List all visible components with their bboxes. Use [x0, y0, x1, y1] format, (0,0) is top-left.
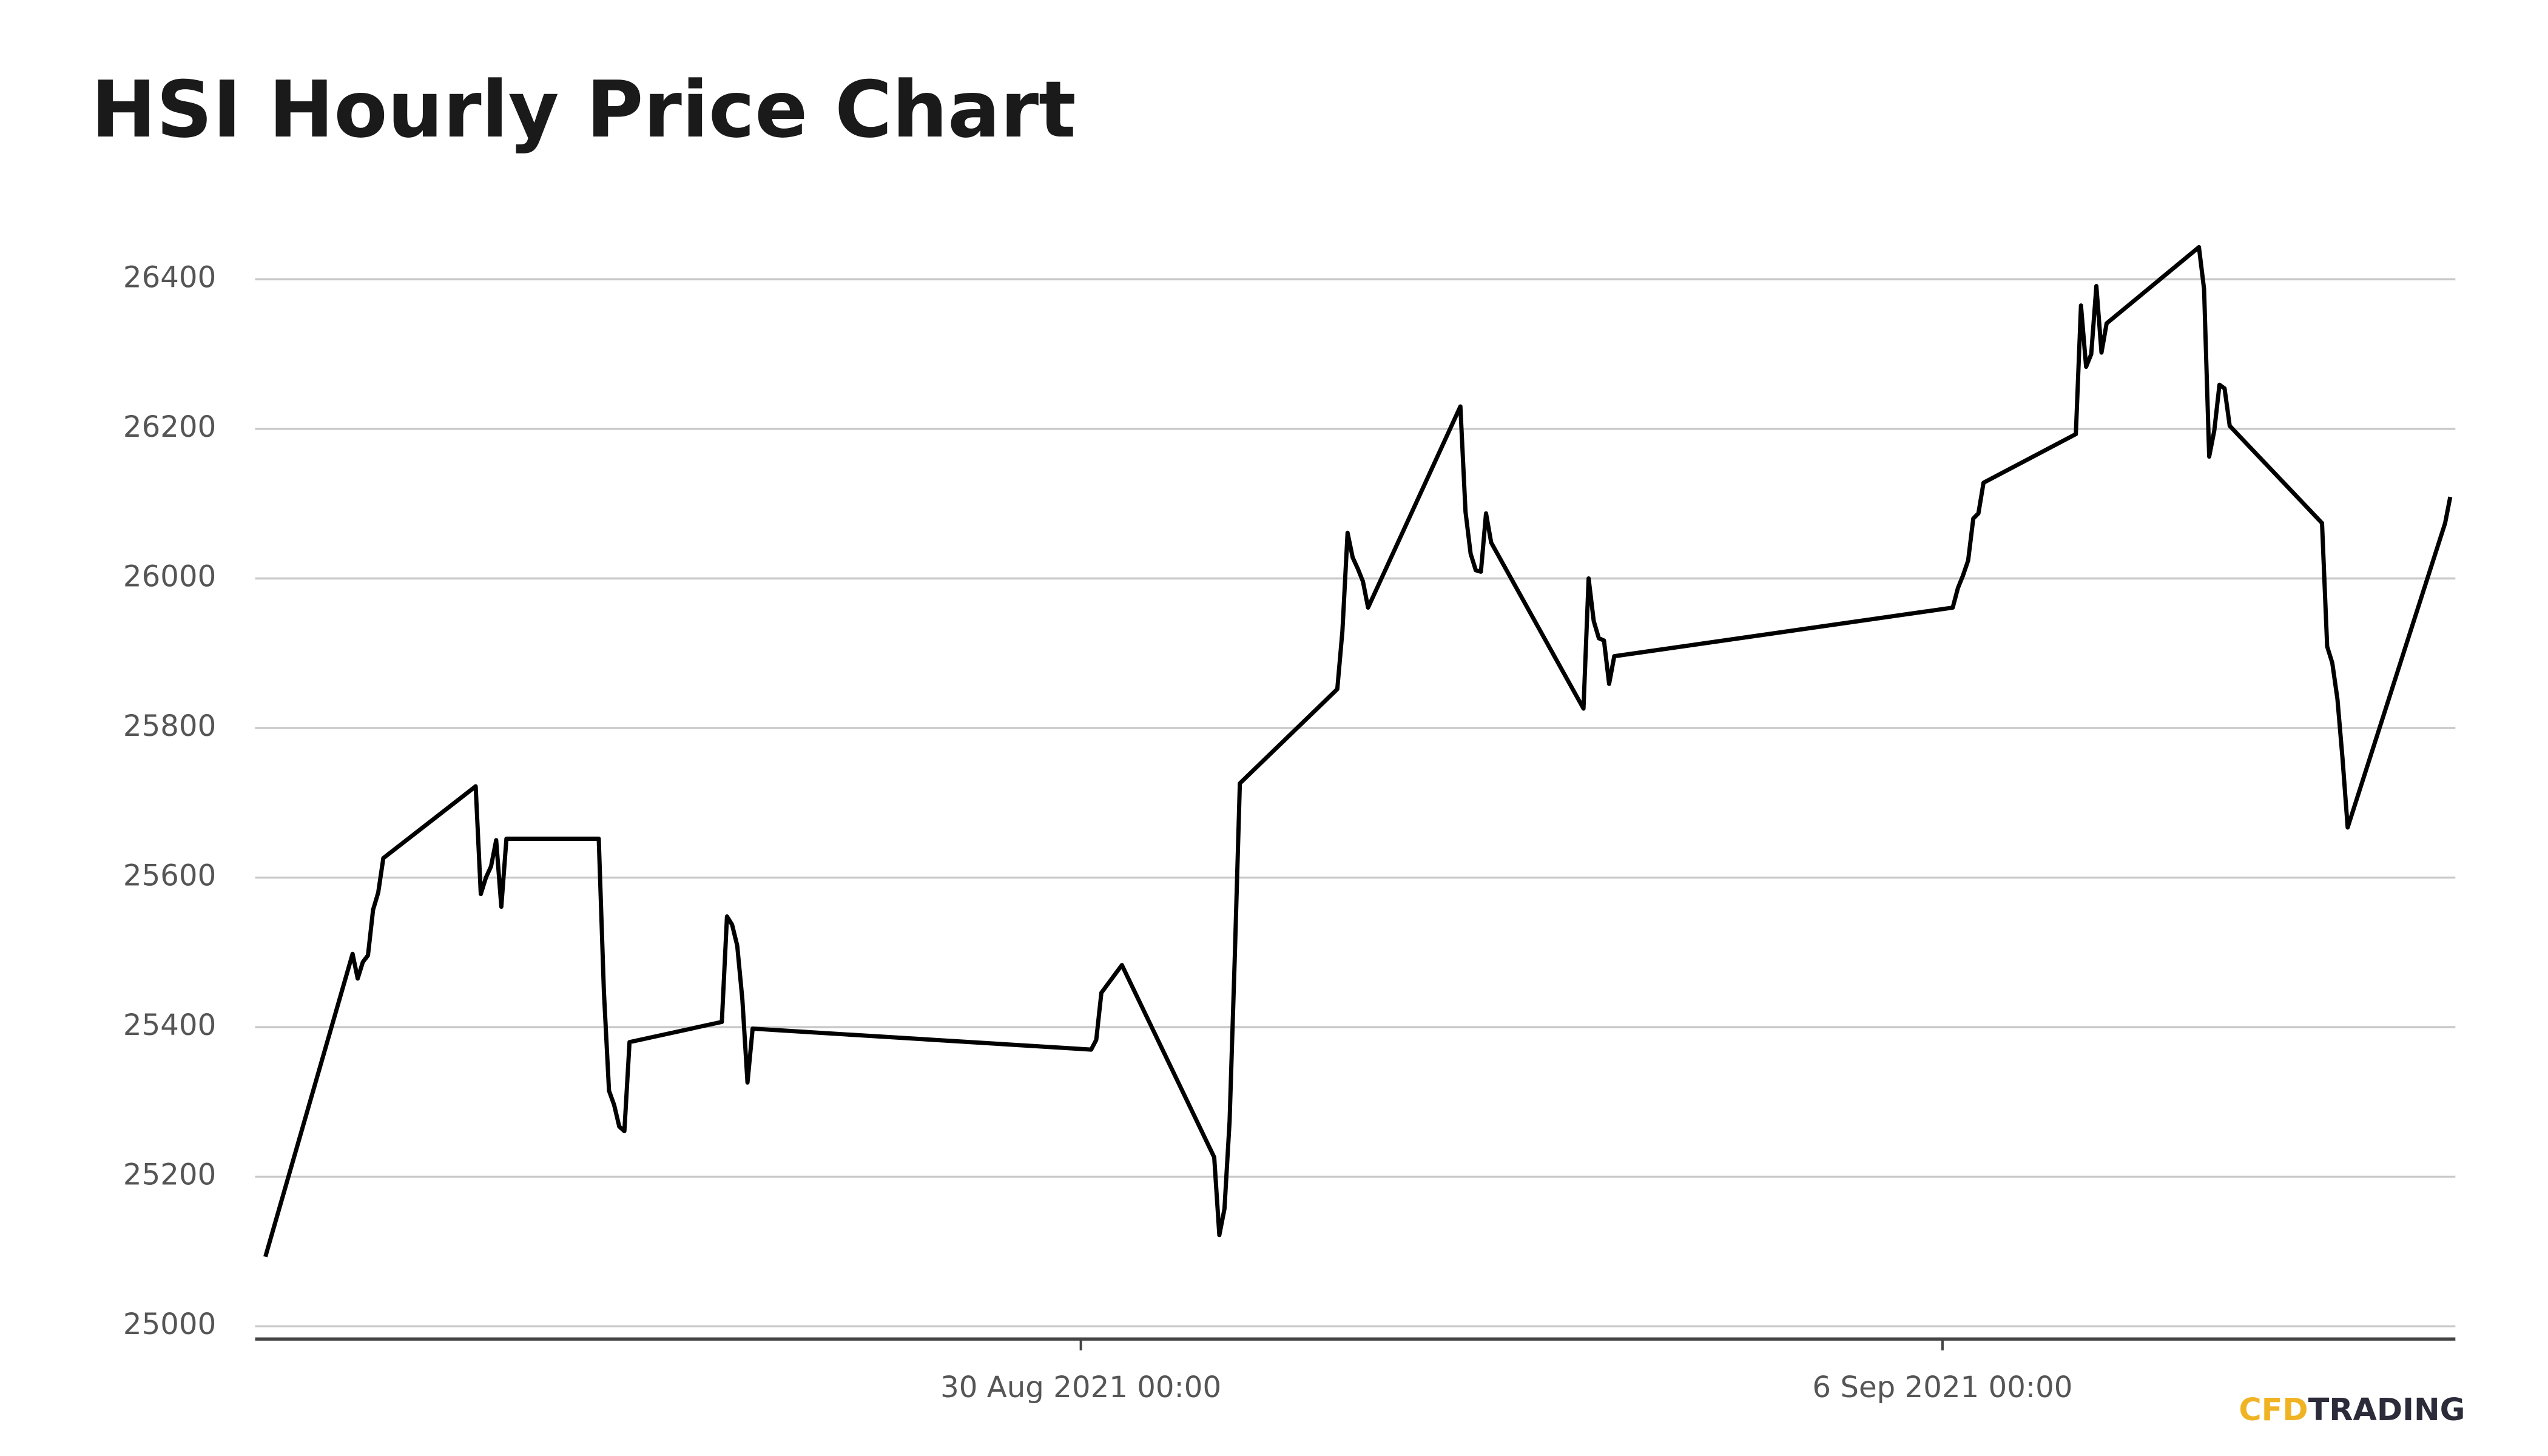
- y-tick-label: 26000: [123, 559, 216, 593]
- chart-title: HSI Hourly Price Chart: [91, 65, 1076, 155]
- logo-first: CFD: [2239, 1392, 2308, 1428]
- y-tick-label: 26200: [123, 410, 216, 444]
- x-tick-label: 30 Aug 2021 00:00: [940, 1370, 1221, 1404]
- y-tick-label: 25800: [123, 709, 216, 743]
- y-tick-label: 25600: [123, 859, 216, 893]
- price-line: [263, 244, 2453, 1258]
- y-tick-label: 26400: [123, 260, 216, 294]
- y-tick-label: 25000: [123, 1307, 216, 1341]
- x-tick-label: 6 Sep 2021 00:00: [1812, 1370, 2072, 1404]
- logo: CFDTRADING: [2239, 1392, 2465, 1428]
- y-tick-label: 25400: [123, 1008, 216, 1042]
- logo-second: TRADING: [2308, 1392, 2465, 1428]
- y-tick-label: 25200: [123, 1158, 216, 1192]
